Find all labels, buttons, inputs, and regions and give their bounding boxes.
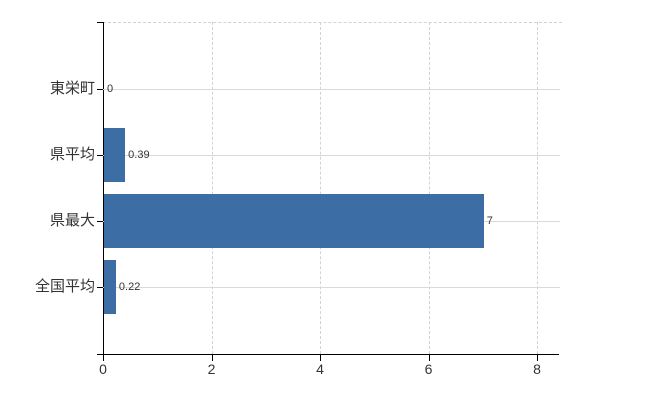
value-label: 0.22 (118, 281, 141, 293)
x-tick-label: 0 (99, 361, 107, 377)
category-label: 東栄町 (49, 80, 95, 97)
h-gridline (103, 287, 560, 288)
x-tick-mark (428, 355, 430, 361)
y-tick-mark (97, 287, 103, 288)
v-gridline (537, 22, 538, 354)
category-label: 県平均 (49, 146, 95, 163)
bar (104, 194, 484, 248)
x-tick-label: 6 (424, 361, 433, 377)
h-gridline (103, 155, 560, 156)
x-axis-line (97, 354, 559, 355)
bar (104, 260, 116, 314)
value-label: 0.39 (128, 149, 150, 161)
x-tick-mark (103, 355, 104, 361)
x-tick-mark (537, 355, 538, 361)
top-boundary-line (103, 22, 562, 23)
x-tick-mark (320, 355, 321, 361)
y-tick-mark (97, 221, 103, 222)
x-tick-mark (211, 355, 213, 361)
value-label: 0 (107, 83, 114, 95)
category-label: 全国平均 (34, 278, 95, 295)
y-tick-mark (97, 155, 103, 156)
y-axis-line (103, 22, 104, 360)
x-tick-label: 4 (316, 361, 324, 377)
x-tick-label: 8 (533, 361, 541, 377)
x-tick-label: 2 (207, 361, 216, 377)
category-label: 県最大 (49, 212, 95, 229)
v-gridline (428, 22, 430, 354)
value-label: 7 (486, 215, 493, 227)
h-gridline (103, 89, 560, 90)
y-tick-mark (97, 89, 103, 90)
v-gridline (320, 22, 321, 354)
bar (104, 128, 125, 182)
v-gridline (211, 22, 213, 354)
y-tick-mark (97, 22, 103, 23)
